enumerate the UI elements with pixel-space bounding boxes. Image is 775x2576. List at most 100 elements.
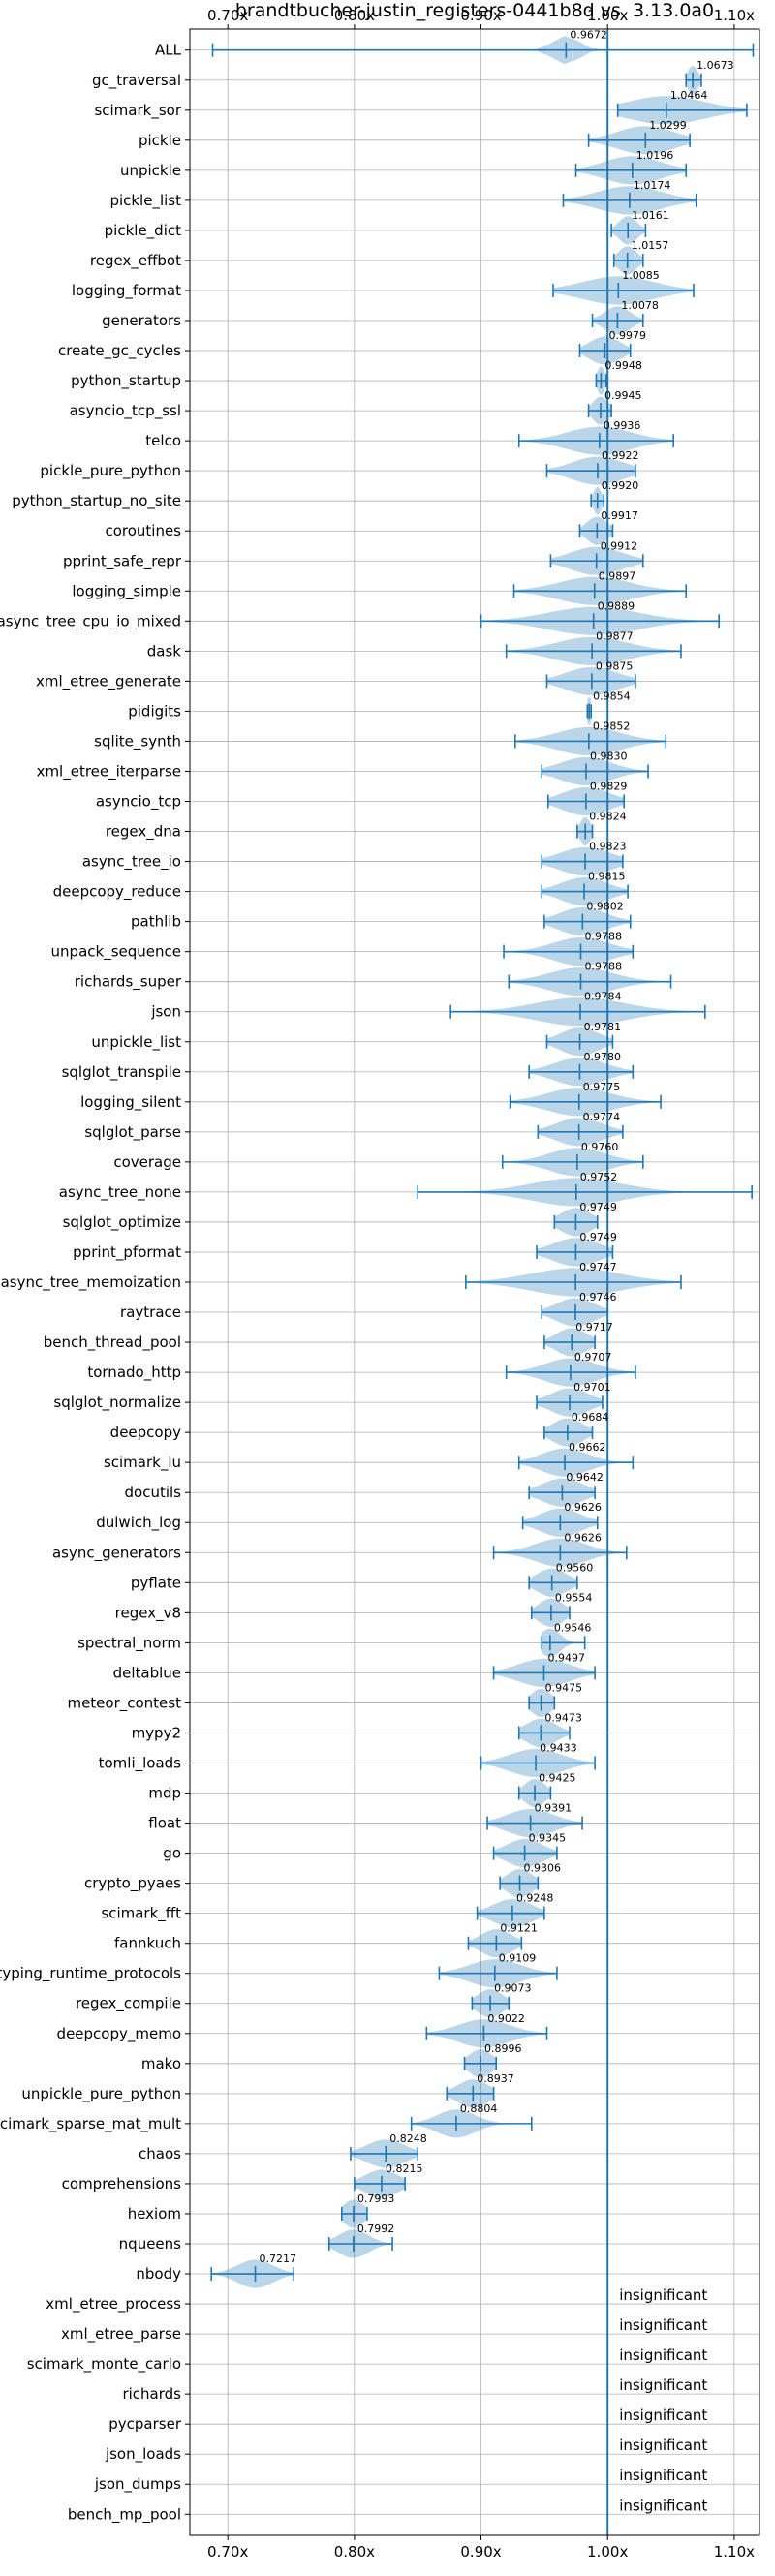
value-label: 0.9802 [586,901,624,913]
x-tick-label-bottom: 0.70x [207,2543,248,2561]
benchmark-label: sqlglot_normalize [53,1394,181,1412]
benchmark-label: ALL [155,42,182,59]
value-label: 0.9912 [601,539,638,552]
benchmark-label: meteor_contest [67,1694,181,1712]
value-label: 0.9345 [529,1832,567,1845]
benchmark-label: pprint_pformat [73,1243,181,1262]
value-label: 0.9433 [540,1741,577,1754]
benchmark-label: richards_super [75,973,182,992]
benchmark-label: logging_format [72,282,181,300]
value-label: 0.9823 [589,841,627,853]
value-label: 0.9897 [599,569,636,582]
x-tick-label-bottom: 0.90x [460,2543,501,2561]
benchmark-label: asyncio_tcp_ssl [70,402,181,420]
benchmark-label: coverage [113,1153,181,1171]
value-label: 0.9781 [584,1021,622,1033]
value-label: 0.9684 [572,1411,609,1424]
benchmark-label: docutils [125,1484,182,1501]
benchmark-label: dask [147,642,182,659]
benchmark-label: unpack_sequence [51,943,181,962]
benchmark-label: sqlglot_parse [84,1123,181,1142]
benchmark-label: xml_etree_iterparse [37,762,181,781]
benchmark-label: pickle [139,132,181,149]
value-label: 1.0299 [649,119,687,132]
benchmark-label: generators [102,312,181,329]
benchmark-label: python_startup [71,372,181,390]
benchmark-label: comprehensions [62,2175,182,2193]
value-label: 0.9979 [608,329,646,342]
benchmark-label: regex_v8 [115,1604,181,1622]
benchmark-label: chaos [139,2145,181,2162]
benchmark-label: mypy2 [132,1724,181,1741]
benchmark-label: async_tree_cpu_io_mixed [0,612,181,630]
value-label: 0.9626 [564,1531,602,1544]
benchmark-label: unpickle_list [91,1033,181,1052]
value-label: 0.9121 [500,1922,538,1935]
value-label: 0.9391 [535,1802,573,1815]
benchmark-label: json [150,1003,181,1021]
value-label: 0.9788 [584,961,622,973]
insignificant-label: insignificant [619,2286,707,2304]
value-label: 0.9877 [596,629,634,642]
benchmark-label: xml_etree_process [46,2295,181,2314]
benchmark-label: richards [122,2385,181,2403]
value-label: 0.9875 [596,659,634,672]
value-label: 0.9707 [574,1351,612,1364]
value-label: 0.9425 [539,1772,576,1785]
benchmark-label: async_tree_none [59,1183,181,1202]
x-tick-label-top: 0.70x [207,7,248,24]
value-label: 0.9784 [584,991,622,1003]
benchmark-label: pathlib [131,913,181,931]
benchmark-label: scimark_monte_carlo [27,2355,181,2374]
benchmark-label: crypto_pyaes [84,1875,181,1893]
benchmark-label: async_tree_memoization [1,1273,181,1292]
benchmark-label: gc_traversal [92,72,181,90]
benchmark-label: deepcopy [110,1424,181,1441]
value-label: 0.9746 [579,1291,617,1303]
benchmark-label: regex_compile [76,1995,181,2013]
benchmark-label: pidigits [128,702,181,720]
x-tick-label-bottom: 0.80x [334,2543,375,2561]
benchmark-label: sqlglot_optimize [63,1213,181,1232]
value-label: 0.9475 [545,1681,583,1694]
benchmark-label: create_gc_cycles [58,342,181,360]
benchmark-label: pprint_safe_repr [63,552,182,570]
benchmark-label: nqueens [119,2235,181,2253]
value-label: 0.9889 [598,599,636,612]
benchmark-label: scimark_sparse_mat_mult [0,2115,181,2133]
benchmark-label: xml_etree_parse [61,2325,181,2344]
value-label: 0.9672 [570,29,607,42]
benchmark-label: tomli_loads [99,1754,182,1772]
value-label: 0.9717 [575,1321,613,1334]
benchmark-label: nbody [136,2265,181,2283]
value-label: 1.0464 [670,89,708,102]
value-label: 0.8215 [386,2162,423,2175]
value-label: 0.9780 [583,1051,621,1063]
x-tick-label-bottom: 1.00x [587,2543,628,2561]
value-label: 0.9306 [524,1862,562,1875]
value-label: 0.9626 [564,1501,602,1514]
insignificant-label: insignificant [619,2497,707,2514]
benchmark-label: deltablue [113,1664,181,1681]
value-label: 0.9775 [583,1081,621,1093]
benchmark-label: pyflate [131,1574,181,1591]
benchmark-label: logging_simple [72,582,181,600]
insignificant-label: insignificant [619,2346,707,2364]
value-label: 0.9554 [555,1591,593,1604]
benchmark-label: xml_etree_generate [36,672,181,690]
benchmark-label: async_tree_io [82,853,181,872]
value-label: 1.0673 [697,59,734,72]
value-label: 0.9824 [589,811,627,823]
benchmark-label: pycparser [108,2415,182,2433]
benchmark-label: pickle_pure_python [40,462,181,480]
benchmark-label: logging_silent [80,1093,181,1112]
benchmark-label: dulwich_log [96,1514,181,1532]
x-tick-label-top: 1.00x [587,7,628,24]
benchmark-label: unpickle [120,162,181,179]
value-label: 0.9945 [604,389,642,402]
benchmark-label: spectral_norm [78,1634,181,1652]
benchmark-label: tornado_http [87,1364,181,1382]
value-label: 1.0157 [632,239,669,252]
value-label: 0.9473 [544,1711,582,1724]
